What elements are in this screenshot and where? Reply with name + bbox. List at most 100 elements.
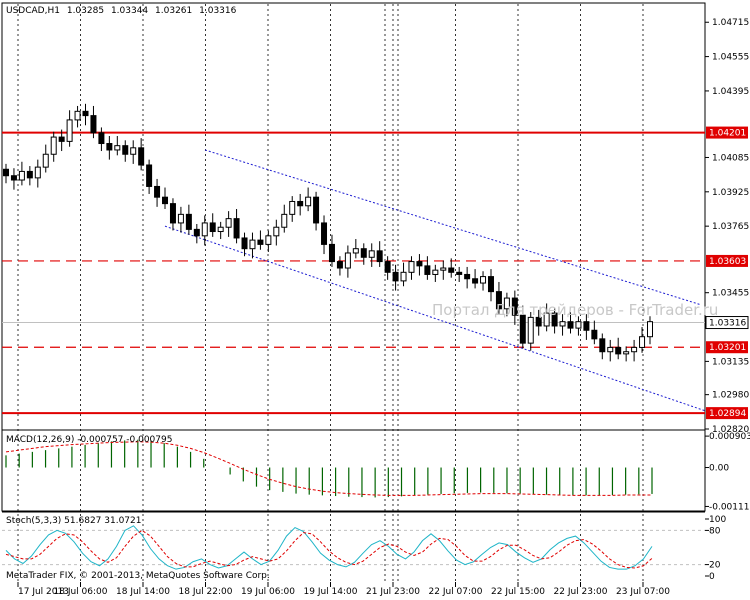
candle-body xyxy=(130,147,137,155)
x-tick-label: 22 Jul 23:00 xyxy=(554,587,608,597)
trend-channel xyxy=(164,149,706,412)
candle-body xyxy=(106,143,113,151)
candle-body xyxy=(360,248,367,258)
candle-body xyxy=(177,213,184,224)
watermark: Портал Для трейдеров - ForTrader.ru xyxy=(432,301,718,319)
stoch-y-label: 0 xyxy=(709,572,715,582)
candle-body xyxy=(58,136,65,142)
x-tick-label: 22 Jul 15:00 xyxy=(491,587,545,597)
candle-body xyxy=(225,218,232,228)
candle-body xyxy=(185,213,192,230)
macd-y-label: 0.000903 xyxy=(709,432,750,442)
candle-body xyxy=(26,170,33,179)
copyright: MetaTrader FIX, © 2001-2013, MetaQuotes … xyxy=(6,571,270,581)
candle-body xyxy=(519,314,526,344)
x-tick-label: 17 Jul 2013 xyxy=(18,587,69,597)
x-tick-label: 18 Jul 06:00 xyxy=(54,587,108,597)
macd-histogram xyxy=(5,439,653,498)
macd-signal-line xyxy=(5,441,652,496)
candle-body xyxy=(122,145,129,155)
candle-body xyxy=(217,226,224,233)
candle-body xyxy=(607,346,614,353)
candle-body xyxy=(480,276,487,284)
candle-body xyxy=(384,261,391,273)
candle-body xyxy=(472,278,479,284)
macd-pane: MACD(12,26,9) -0.000757 -0.000795 xyxy=(5,435,653,498)
candle-body xyxy=(90,115,97,134)
candle-body xyxy=(34,166,41,179)
candle-body xyxy=(74,110,81,121)
candle-body xyxy=(201,222,208,237)
stoch-y-label: 100 xyxy=(709,515,726,525)
candle-body xyxy=(575,321,582,329)
vertical-grid xyxy=(17,4,644,582)
candle-body xyxy=(297,200,304,207)
x-tick-label: 18 Jul 22:00 xyxy=(179,587,233,597)
macd-y-label: -0.001119 xyxy=(709,502,750,512)
candle-body xyxy=(3,168,9,177)
level-label: 1.04201 xyxy=(709,129,746,139)
y-tick-label: 1.04085 xyxy=(712,153,749,163)
candle-body xyxy=(599,338,606,353)
candle-body xyxy=(257,239,264,245)
candle-body xyxy=(639,336,646,348)
level-label: 1.02894 xyxy=(709,409,746,419)
candle-body xyxy=(487,276,494,293)
candle-body xyxy=(98,132,105,145)
y-tick-label: 1.02980 xyxy=(712,391,749,401)
candle-body xyxy=(495,291,502,310)
candle-body xyxy=(456,271,463,275)
candle-body xyxy=(464,273,471,280)
candle-body xyxy=(313,196,320,224)
candle-body xyxy=(647,321,653,338)
candle-body xyxy=(631,346,638,353)
candle-body xyxy=(440,267,447,271)
candle-body xyxy=(114,145,121,151)
candle-body xyxy=(154,185,161,198)
stoch-title: Stoch(5,3,3) 51.6827 31.0721 xyxy=(6,516,141,526)
ohlc-high: 1.03344 xyxy=(111,6,148,16)
candle-body xyxy=(376,250,383,263)
candle-body xyxy=(281,213,288,228)
candle-body xyxy=(289,200,296,215)
candle-body xyxy=(321,222,328,245)
candle-body xyxy=(233,218,240,239)
candle-body xyxy=(615,346,622,355)
channel-lower xyxy=(164,225,706,412)
stoch-pane: Stoch(5,3,3) 51.6827 31.0721 MetaTrader … xyxy=(2,516,705,581)
candle-body xyxy=(559,321,566,327)
candle-body xyxy=(18,170,25,181)
x-tick-label: 22 Jul 07:00 xyxy=(429,587,483,597)
y-tick-label: 1.03925 xyxy=(712,188,749,198)
price-axis: 1.04715 1.04555 1.04395 1.04085 1.03925 1.037… xyxy=(705,18,750,582)
candle-body xyxy=(265,235,272,245)
channel-upper xyxy=(204,149,701,305)
candle-body xyxy=(551,312,558,327)
candle-body xyxy=(591,329,598,340)
y-tick-label: 1.04555 xyxy=(712,53,749,63)
candle-body xyxy=(42,153,49,168)
stoch-y-label: 20 xyxy=(709,561,721,571)
candle-body xyxy=(273,226,280,237)
candle-body xyxy=(50,136,57,155)
candle-body xyxy=(10,175,17,181)
candle-body xyxy=(511,297,518,316)
candle-body xyxy=(328,243,335,263)
candle-body xyxy=(368,250,375,258)
macd-title: MACD(12,26,9) -0.000757 -0.000795 xyxy=(6,435,172,445)
ohlc-low: 1.03261 xyxy=(155,6,192,16)
level-tag xyxy=(706,341,748,354)
x-tick-label: 19 Jul 06:00 xyxy=(241,587,295,597)
level-tag xyxy=(706,254,748,267)
candle-body xyxy=(209,222,216,233)
candle-body xyxy=(138,147,145,166)
candle-body xyxy=(82,110,89,117)
candle-body xyxy=(305,196,312,207)
y-tick-label: 1.04715 xyxy=(712,18,749,28)
x-tick-label: 18 Jul 14:00 xyxy=(116,587,170,597)
symbol-timeframe: USDCAD,H1 xyxy=(6,6,60,16)
candle-body xyxy=(169,203,176,224)
level-tag xyxy=(706,407,748,420)
candle-body xyxy=(416,261,423,267)
stoch-main-line xyxy=(5,525,653,570)
